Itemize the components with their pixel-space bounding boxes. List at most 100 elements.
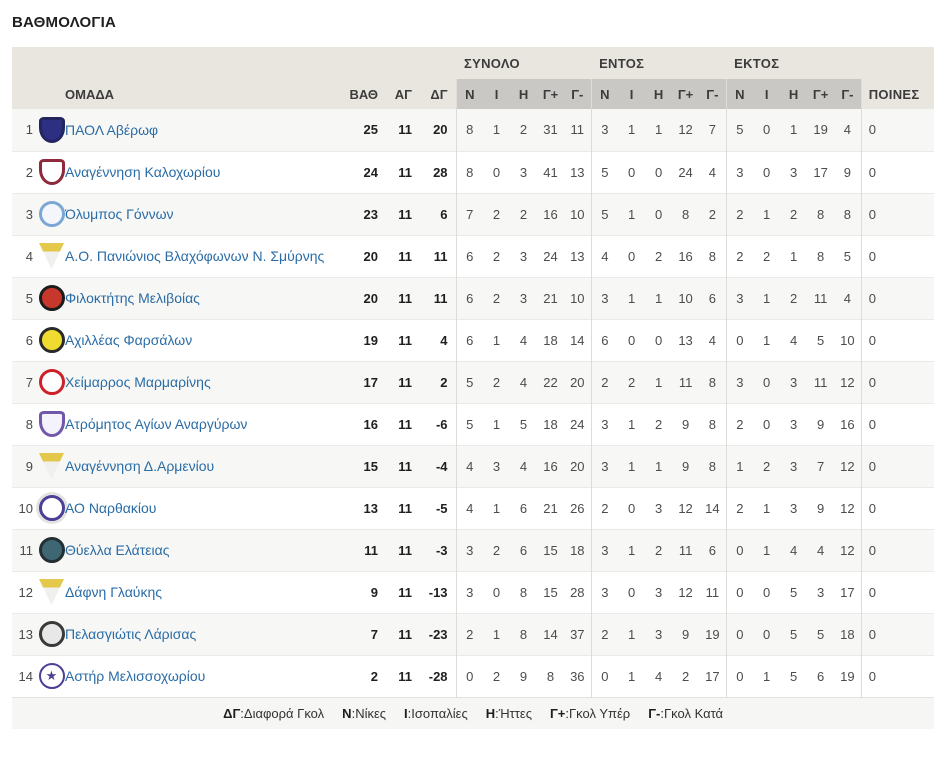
col-header-home-wins: Ν	[590, 79, 619, 109]
goal-diff-cell: 6	[440, 206, 448, 222]
home-losses-cell: 0	[654, 206, 663, 222]
games-cell: 11	[398, 374, 412, 390]
penalties-cell: 0	[860, 403, 935, 445]
games-cell: 11	[398, 542, 412, 558]
home-goals-against-cell: 2	[708, 206, 716, 222]
away-goals-against-cell: 12	[840, 458, 855, 474]
standings-body: 1 ΠΑΟΛ Αβέρωφ 25 11 20 8 1 2 31 11 3 1 1…	[12, 109, 935, 697]
badge-cell	[38, 193, 65, 235]
home-losses-cell: 0	[654, 164, 663, 180]
away-wins-cell: 3	[725, 277, 754, 319]
penalties-cell: 0	[860, 655, 935, 697]
rank-cell: 1	[25, 122, 33, 138]
away-draws-cell: 2	[763, 458, 771, 474]
col-header-away-wins: Ν	[725, 79, 754, 109]
home-wins-cell: 2	[590, 361, 619, 403]
table-row: 13 Πελασγιώτις Λάρισας 7 11 -23 2 1 8 14…	[12, 613, 935, 655]
total-draws-cell: 1	[492, 332, 501, 348]
total-draws-cell: 2	[492, 248, 501, 264]
col-header-total-wins: Ν	[455, 79, 484, 109]
home-goals-against-cell: 19	[705, 626, 720, 642]
home-draws-cell: 0	[627, 164, 636, 180]
home-losses-cell: 3	[654, 500, 663, 516]
goal-diff-cell: -13	[428, 584, 448, 600]
legend-label: Ισοπαλίες	[411, 705, 468, 721]
home-goals-for-cell: 12	[678, 122, 693, 138]
team-link[interactable]: Χείμαρρος Μαρμαρίνης	[65, 374, 211, 390]
legend-separator: :	[351, 705, 356, 721]
total-losses-cell: 6	[519, 500, 528, 516]
penalties-cell: 0	[860, 613, 935, 655]
team-badge-icon	[38, 495, 65, 521]
table-row: 8 Ατρόμητος Αγίων Αναργύρων 16 11 -6 5 1…	[12, 403, 935, 445]
team-link[interactable]: Α.Ο. Πανιώνιος Βλαχόφωνων Ν. Σμύρνης	[65, 248, 325, 264]
total-losses-cell: 2	[519, 122, 528, 138]
badge-cell	[38, 151, 65, 193]
col-header-total-goals-for: Γ+	[537, 79, 565, 109]
away-goals-for-cell: 11	[813, 290, 828, 306]
total-losses-cell: 4	[519, 458, 528, 474]
goal-diff-cell: -4	[435, 458, 448, 474]
team-cell: Φιλοκτήτης Μελιβοίας	[65, 277, 340, 319]
total-wins-cell: 6	[455, 277, 484, 319]
goal-diff-cell: 2	[440, 374, 448, 390]
legend-item: Ι:Ισοπαλίες	[404, 706, 468, 721]
team-link[interactable]: Ατρόμητος Αγίων Αναργύρων	[65, 416, 248, 432]
col-header-away-losses: Η	[780, 79, 808, 109]
away-goals-against-cell: 19	[840, 668, 855, 684]
team-link[interactable]: Θύελλα Ελάτειας	[65, 542, 170, 558]
table-row: 4 Α.Ο. Πανιώνιος Βλαχόφωνων Ν. Σμύρνης 2…	[12, 235, 935, 277]
team-link[interactable]: Αχιλλέας Φαρσάλων	[65, 332, 193, 348]
home-wins-cell: 2	[590, 487, 619, 529]
home-losses-cell: 1	[654, 290, 663, 306]
total-draws-cell: 2	[492, 206, 501, 222]
team-link[interactable]: Πελασγιώτις Λάρισας	[65, 626, 197, 642]
home-goals-for-cell: 9	[681, 458, 690, 474]
rank-cell: 11	[19, 542, 34, 558]
col-header-diff: ΔΓ	[420, 79, 457, 109]
team-link[interactable]: Όλυμπος Γόννων	[65, 206, 174, 222]
legend-abbr: Η	[485, 705, 496, 721]
team-link[interactable]: Δάφνη Γλαύκης	[65, 584, 162, 600]
away-losses-cell: 5	[790, 584, 798, 600]
total-wins-cell: 5	[455, 361, 484, 403]
total-goals-for-cell: 18	[543, 416, 558, 432]
rank-cell: 10	[18, 500, 33, 516]
total-losses-cell: 9	[519, 668, 528, 684]
table-row: 10 ΑΟ Ναρθακίου 13 11 -5 4 1 6 21 26 2 0…	[12, 487, 935, 529]
home-losses-cell: 0	[654, 332, 663, 348]
total-losses-cell: 5	[519, 416, 528, 432]
team-link[interactable]: ΑΟ Ναρθακίου	[65, 500, 157, 516]
penalties-cell: 0	[860, 487, 935, 529]
col-header-total-draws: Ι	[483, 79, 511, 109]
points-cell: 9	[370, 584, 378, 600]
badge-cell	[38, 319, 65, 361]
team-link[interactable]: Αστήρ Μελισσοχωρίου	[65, 668, 206, 684]
total-losses-cell: 3	[519, 290, 528, 306]
legend-separator: :	[660, 705, 664, 721]
group-header-row: ΣΥΝΟΛΟ ΕΝΤΟΣ ΕΚΤΟΣ	[12, 47, 935, 79]
team-cell: Δάφνη Γλαύκης	[65, 571, 340, 613]
legend-separator: :	[240, 705, 244, 721]
home-losses-cell: 4	[654, 668, 663, 684]
away-wins-cell: 0	[725, 613, 754, 655]
badge-cell	[38, 487, 65, 529]
goal-diff-cell: -5	[435, 500, 448, 516]
total-wins-cell: 8	[455, 151, 484, 193]
team-link[interactable]: Φιλοκτήτης Μελιβοίας	[65, 290, 200, 306]
away-goals-for-cell: 11	[813, 374, 828, 390]
team-link[interactable]: Αναγέννηση Καλοχωρίου	[65, 164, 221, 180]
penalties-cell: 0	[860, 277, 935, 319]
away-draws-cell: 0	[763, 416, 771, 432]
team-link[interactable]: ΠΑΟΛ Αβέρωφ	[65, 121, 159, 138]
home-goals-for-cell: 8	[681, 206, 690, 222]
total-draws-cell: 1	[492, 122, 501, 138]
legend-label: Διαφορά Γκολ	[243, 705, 325, 721]
games-cell: 11	[398, 668, 412, 684]
total-goals-against-cell: 28	[570, 584, 585, 600]
home-goals-against-cell: 8	[708, 374, 716, 390]
team-link[interactable]: Αναγέννηση Δ.Αρμενίου	[65, 458, 215, 474]
total-draws-cell: 0	[492, 584, 501, 600]
away-goals-against-cell: 9	[843, 164, 852, 180]
away-wins-cell: 0	[725, 655, 754, 697]
